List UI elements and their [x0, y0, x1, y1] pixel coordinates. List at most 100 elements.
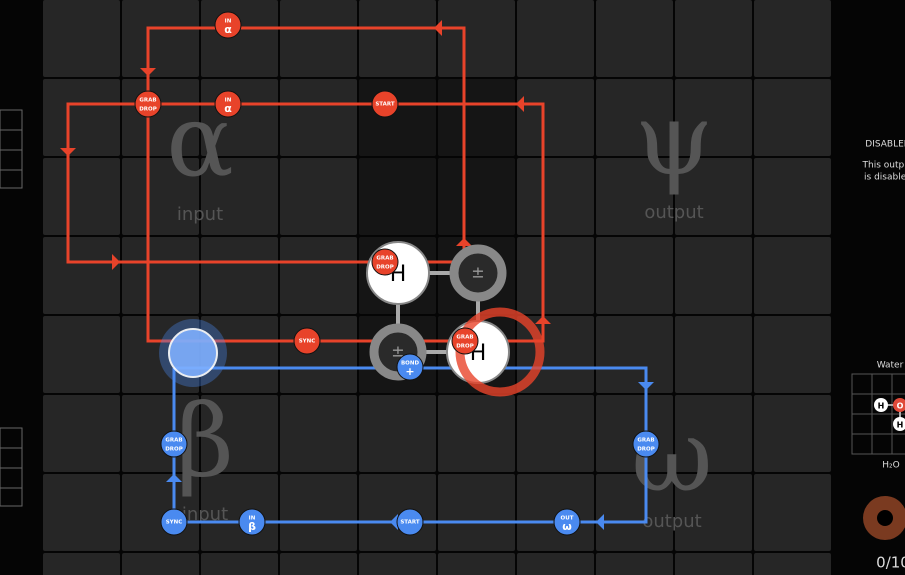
instruction-label: SYNC — [166, 520, 183, 526]
instruction-label: DROP — [456, 344, 474, 350]
grid-cell — [280, 395, 357, 472]
grid-cell — [517, 0, 594, 77]
instruction-label: DROP — [165, 447, 183, 453]
instruction — [371, 248, 399, 276]
grid-cell — [43, 158, 120, 235]
grid-cell — [280, 0, 357, 77]
grid-cell — [754, 79, 831, 156]
target-atom: H — [897, 421, 904, 430]
instruction-label: GRAB — [376, 256, 393, 262]
status: DISABLED — [865, 140, 905, 150]
grid-cell — [754, 158, 831, 235]
grid-cell — [675, 553, 752, 575]
zone-label: output — [644, 202, 703, 223]
instruction — [451, 327, 479, 355]
message: is disabled — [864, 173, 905, 183]
zone-label: output — [642, 511, 701, 532]
grid-cell — [596, 237, 673, 314]
progress-icon — [863, 496, 905, 540]
grid-cell — [675, 316, 752, 393]
grid-cell — [43, 474, 120, 551]
grid-cell — [675, 0, 752, 77]
grid-cell — [280, 79, 357, 156]
grid-cell — [280, 474, 357, 551]
grid-cell — [359, 0, 436, 77]
grid-cell — [201, 316, 278, 393]
bonder-symbol: ± — [471, 263, 484, 282]
grid-cell — [675, 237, 752, 314]
grid-cell — [43, 79, 120, 156]
grid-cell — [438, 0, 515, 77]
instruction-label: α — [224, 102, 232, 115]
grid-cell — [280, 553, 357, 575]
instruction-label: DROP — [139, 107, 157, 113]
grid-cell — [438, 553, 515, 575]
instruction-label: DROP — [637, 447, 655, 453]
grid-cell — [596, 158, 673, 235]
instruction-label: α — [224, 23, 232, 36]
grid-cell — [122, 553, 199, 575]
grid-cell — [438, 474, 515, 551]
grid-cell — [596, 474, 673, 551]
grid-cell — [675, 79, 752, 156]
target-name: Water — [877, 361, 904, 371]
bonder-symbol: ± — [391, 342, 404, 361]
instruction-label: IN — [225, 98, 232, 104]
instruction — [214, 11, 242, 39]
blue-waldo — [168, 328, 218, 378]
grid-cell — [754, 0, 831, 77]
grid-cell — [517, 158, 594, 235]
instruction — [293, 327, 321, 355]
instruction — [160, 430, 188, 458]
instruction-label: START — [375, 102, 395, 108]
instruction-label: GRAB — [165, 438, 182, 444]
grid-cell — [517, 553, 594, 575]
instruction-label: OUT — [561, 516, 574, 522]
grid-cell — [359, 474, 436, 551]
grid-cell — [122, 237, 199, 314]
grid-cell — [596, 0, 673, 77]
grid-cell — [754, 474, 831, 551]
grid-cell — [201, 237, 278, 314]
instruction-label: DROP — [376, 265, 394, 271]
instruction-label: GRAB — [637, 438, 654, 444]
target-atom: H — [878, 402, 885, 411]
grid-cell — [43, 237, 120, 314]
zone-symbol: ψ — [635, 81, 713, 198]
grid-cell — [43, 395, 120, 472]
grid-cell — [359, 395, 436, 472]
instruction-label: IN — [249, 516, 256, 522]
instruction-label: GRAB — [139, 98, 156, 104]
side-grid — [0, 109, 23, 507]
reactor-grid — [43, 0, 831, 575]
grid-cell — [675, 474, 752, 551]
instruction-label: BOND — [401, 361, 419, 367]
grid-cell — [43, 553, 120, 575]
grid-cell — [517, 237, 594, 314]
target-atom: O — [897, 402, 904, 411]
grid-cell — [596, 79, 673, 156]
instruction — [396, 508, 424, 536]
grid-cell — [122, 0, 199, 77]
grid-cell — [280, 237, 357, 314]
grid-cell — [201, 158, 278, 235]
grid-cell — [675, 158, 752, 235]
formula: H₂O — [882, 461, 899, 471]
grid-cell — [754, 395, 831, 472]
grid-cell — [754, 237, 831, 314]
grid-cell — [43, 316, 120, 393]
zone-label: input — [177, 204, 223, 225]
grid-cell — [359, 158, 436, 235]
instruction-label: + — [405, 365, 414, 378]
instruction-label: START — [400, 520, 420, 526]
instruction — [160, 508, 188, 536]
blue-arrows — [166, 382, 654, 530]
grid-cell — [675, 395, 752, 472]
grid-cell — [596, 316, 673, 393]
grid-cell — [517, 395, 594, 472]
grid-cell — [201, 553, 278, 575]
grid-cell — [359, 553, 436, 575]
instruction — [134, 90, 162, 118]
